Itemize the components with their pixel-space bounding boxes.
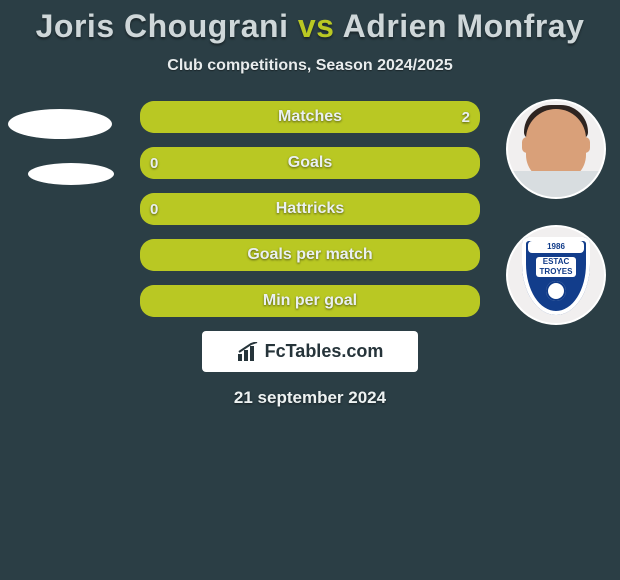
ear-left — [522, 137, 532, 153]
bar-label: Matches — [140, 101, 480, 133]
stat-bars: Matches2Goals0Hattricks0Goals per matchM… — [140, 101, 480, 317]
shirt-shape — [508, 171, 604, 197]
stat-row: Goals per match — [140, 239, 480, 271]
bar-label: Goals — [140, 147, 480, 179]
bar-value-left: 0 — [150, 193, 158, 225]
stat-row: Goals0 — [140, 147, 480, 179]
stat-row: Matches2 — [140, 101, 480, 133]
player1-silhouette — [8, 109, 114, 185]
player2-photo — [508, 101, 604, 197]
ear-right — [580, 137, 590, 153]
crest-name-line1: ESTAC — [536, 257, 576, 267]
stat-row: Min per goal — [140, 285, 480, 317]
silhouette-ellipse — [28, 163, 114, 185]
bar-value-left: 0 — [150, 147, 158, 179]
bar-value-right: 2 — [462, 101, 470, 133]
bar-label: Min per goal — [140, 285, 480, 317]
player2-club-crest: 1986 ESTAC TROYES — [508, 227, 604, 323]
bar-label: Goals per match — [140, 239, 480, 271]
stat-row: Hattricks0 — [140, 193, 480, 225]
title-vs: vs — [298, 8, 335, 44]
crest-ball — [546, 281, 566, 301]
crest-name: ESTAC TROYES — [536, 257, 576, 277]
page-title: Joris Chougrani vs Adrien Monfray — [0, 0, 620, 45]
title-player2: Adrien Monfray — [343, 8, 585, 44]
comparison-area: 1986 ESTAC TROYES Matches2Goals0Hattrick… — [0, 101, 620, 408]
date-text: 21 september 2024 — [0, 388, 620, 408]
chart-icon — [237, 342, 259, 362]
bar-label: Hattricks — [140, 193, 480, 225]
crest-year: 1986 — [528, 241, 584, 253]
title-player1: Joris Chougrani — [36, 8, 289, 44]
player2-column: 1986 ESTAC TROYES — [508, 101, 608, 323]
fctables-badge: FcTables.com — [202, 331, 418, 372]
crest-name-line2: TROYES — [536, 267, 576, 277]
badge-text: FcTables.com — [265, 341, 384, 362]
silhouette-ellipse — [8, 109, 112, 139]
subtitle: Club competitions, Season 2024/2025 — [0, 57, 620, 75]
